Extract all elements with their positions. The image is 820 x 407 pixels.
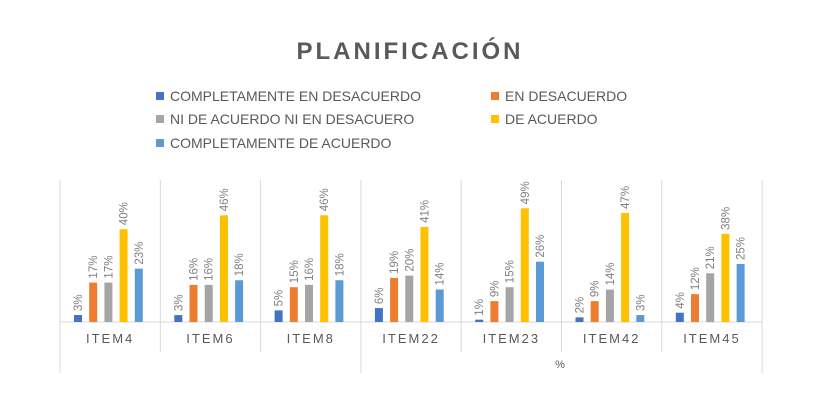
legend-swatch (491, 92, 499, 100)
bar (675, 312, 684, 322)
data-label: 40% (119, 202, 131, 225)
data-label: 16% (189, 258, 201, 281)
bar (390, 277, 399, 322)
legend-item-ni-de-acuerdo: NI DE ACUERDO NI EN DESACUERO (156, 111, 414, 127)
data-label: 41% (420, 200, 432, 223)
data-label: 6% (374, 287, 386, 304)
legend-label: DE ACUERDO (505, 111, 598, 127)
legend-swatch (156, 92, 164, 100)
legend-item-completamente-de-acuerdo: COMPLETAMENTE DE ACUERDO (156, 135, 391, 151)
bar (605, 289, 614, 322)
bar (575, 317, 584, 322)
x-tick-label: ITEM42 (583, 331, 641, 346)
bar (736, 264, 745, 322)
legend-item-en-desacuerdo: EN DESACUERDO (491, 88, 627, 104)
data-label: 9% (590, 280, 602, 297)
bar (274, 310, 283, 322)
bar (490, 301, 499, 322)
legend-swatch (156, 115, 164, 123)
x-tick-label: ITEM45 (683, 331, 741, 346)
data-label: 14% (435, 262, 447, 285)
data-label: 16% (304, 258, 316, 281)
bar (189, 284, 198, 322)
bar (335, 280, 344, 322)
bar (706, 273, 715, 322)
x-axis-title: % (555, 359, 565, 371)
bar (520, 208, 529, 322)
legend-item-de-acuerdo: DE ACUERDO (491, 111, 598, 127)
data-label: 5% (274, 290, 286, 307)
legend-item-completamente-en-desacuerdo: COMPLETAMENTE EN DESACUERDO (156, 88, 421, 104)
data-label: 25% (736, 237, 748, 260)
bar (134, 268, 143, 322)
bar (636, 315, 645, 322)
x-tick-label: ITEM22 (382, 331, 440, 346)
data-label: 9% (489, 280, 501, 297)
bar (320, 215, 329, 322)
bar (89, 282, 98, 322)
data-label: 46% (219, 188, 231, 211)
data-label: 17% (103, 256, 115, 279)
data-label: 12% (690, 267, 702, 290)
bar (536, 261, 544, 322)
legend-swatch (491, 115, 499, 123)
data-label: 38% (720, 207, 732, 230)
data-label: 23% (134, 242, 146, 265)
data-label: 21% (705, 246, 717, 269)
data-label: 18% (334, 253, 346, 276)
bar (305, 284, 313, 322)
data-label: 46% (319, 188, 331, 211)
bar (219, 215, 228, 322)
data-label: 47% (620, 186, 632, 209)
data-label: 15% (289, 260, 301, 283)
bar (235, 280, 244, 322)
bar (374, 308, 383, 322)
legend-label: COMPLETAMENTE DE ACUERDO (170, 135, 392, 151)
data-label: 3% (73, 294, 85, 311)
legend-label: EN DESACUERDO (505, 88, 628, 104)
bar (621, 212, 630, 322)
data-label: 26% (535, 235, 547, 258)
data-label: 49% (520, 181, 532, 204)
data-label: 16% (204, 258, 216, 281)
data-label: 18% (234, 253, 246, 276)
legend-swatch (156, 139, 164, 147)
data-label: 3% (635, 294, 647, 311)
bar (420, 226, 429, 322)
bar (475, 319, 484, 322)
bar (691, 294, 699, 322)
chart-title: PLANIFICACIÓN (296, 38, 524, 65)
bars (74, 208, 745, 322)
data-label: 20% (404, 249, 416, 272)
data-label: 19% (389, 251, 401, 274)
bar (74, 315, 82, 322)
bar (204, 284, 213, 322)
bar (590, 301, 599, 322)
bar (174, 315, 183, 322)
bar (505, 287, 514, 322)
x-tick-labels: ITEM4 ITEM6 ITEM8 ITEM22 ITEM23 ITEM42 ITEM45 (86, 331, 741, 346)
x-tick-label: ITEM8 (287, 331, 335, 346)
bar (405, 275, 414, 322)
x-tick-label: ITEM6 (186, 331, 234, 346)
data-labels: 3%17% 17%40%23%3%16% 16%46%18%5%15% 16%46%1… (73, 181, 748, 315)
legend-label: COMPLETAMENTE EN DESACUERDO (170, 88, 421, 104)
data-label: 2% (575, 297, 587, 314)
data-label: 17% (88, 256, 100, 279)
data-label: 3% (173, 294, 185, 311)
bar (289, 287, 298, 322)
legend-label: NI DE ACUERDO NI EN DESACUERO (170, 111, 415, 127)
bar (721, 233, 730, 322)
x-tick-label: ITEM4 (86, 331, 134, 346)
bar (104, 282, 113, 322)
data-label: 15% (505, 260, 517, 283)
data-label: 4% (675, 292, 687, 309)
data-label: 1% (474, 299, 486, 316)
data-label: 14% (605, 262, 617, 285)
x-tick-label: ITEM23 (483, 331, 541, 346)
bar (435, 289, 444, 322)
bar (119, 229, 128, 322)
